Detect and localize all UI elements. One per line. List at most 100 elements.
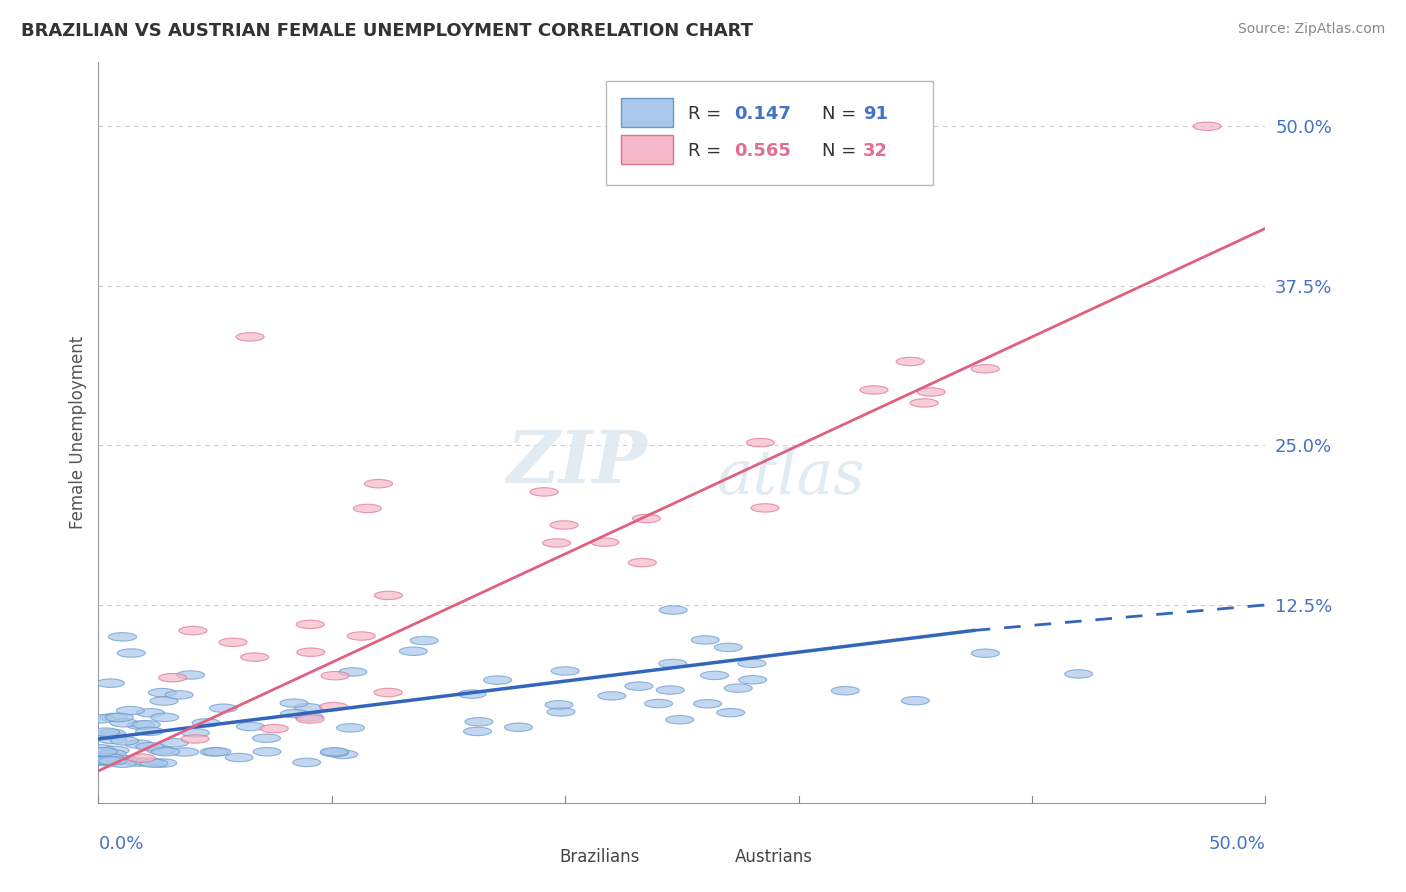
Ellipse shape bbox=[484, 676, 512, 684]
Ellipse shape bbox=[127, 721, 155, 730]
Ellipse shape bbox=[591, 538, 619, 547]
Ellipse shape bbox=[108, 632, 136, 641]
Ellipse shape bbox=[100, 714, 128, 722]
Ellipse shape bbox=[105, 714, 134, 722]
Ellipse shape bbox=[98, 756, 127, 765]
Text: 0.565: 0.565 bbox=[734, 143, 792, 161]
Ellipse shape bbox=[200, 747, 228, 756]
Ellipse shape bbox=[292, 758, 321, 766]
Ellipse shape bbox=[150, 697, 179, 706]
Ellipse shape bbox=[159, 673, 187, 681]
Ellipse shape bbox=[135, 727, 163, 736]
Ellipse shape bbox=[374, 689, 402, 697]
Ellipse shape bbox=[693, 699, 721, 708]
Ellipse shape bbox=[464, 727, 492, 736]
Ellipse shape bbox=[110, 756, 138, 764]
Ellipse shape bbox=[260, 724, 288, 733]
Ellipse shape bbox=[659, 606, 688, 615]
Ellipse shape bbox=[336, 723, 364, 732]
Ellipse shape bbox=[321, 748, 349, 756]
Ellipse shape bbox=[330, 750, 357, 758]
FancyBboxPatch shape bbox=[606, 81, 932, 185]
Ellipse shape bbox=[97, 729, 125, 738]
FancyBboxPatch shape bbox=[692, 846, 725, 870]
Ellipse shape bbox=[321, 672, 349, 680]
Ellipse shape bbox=[91, 728, 120, 736]
Ellipse shape bbox=[149, 689, 176, 697]
Ellipse shape bbox=[319, 702, 347, 711]
Ellipse shape bbox=[87, 714, 115, 723]
Text: atlas: atlas bbox=[717, 447, 866, 507]
Ellipse shape bbox=[281, 709, 309, 718]
Ellipse shape bbox=[659, 659, 686, 668]
Ellipse shape bbox=[117, 706, 145, 714]
Ellipse shape bbox=[110, 719, 138, 727]
Ellipse shape bbox=[179, 626, 207, 635]
Text: 32: 32 bbox=[863, 143, 887, 161]
Ellipse shape bbox=[149, 759, 177, 767]
Ellipse shape bbox=[177, 671, 205, 679]
Ellipse shape bbox=[240, 653, 269, 661]
Ellipse shape bbox=[89, 747, 117, 756]
Ellipse shape bbox=[399, 647, 427, 656]
Ellipse shape bbox=[236, 723, 264, 731]
Ellipse shape bbox=[364, 480, 392, 488]
Ellipse shape bbox=[111, 737, 139, 745]
Text: Brazilians: Brazilians bbox=[560, 848, 640, 866]
Y-axis label: Female Unemployment: Female Unemployment bbox=[69, 336, 87, 529]
Ellipse shape bbox=[624, 681, 652, 690]
Text: R =: R = bbox=[688, 143, 727, 161]
Ellipse shape bbox=[917, 388, 945, 396]
Ellipse shape bbox=[297, 648, 325, 657]
Ellipse shape bbox=[128, 754, 155, 763]
Ellipse shape bbox=[87, 745, 115, 753]
Ellipse shape bbox=[132, 721, 160, 729]
Ellipse shape bbox=[152, 747, 180, 756]
Text: R =: R = bbox=[688, 105, 727, 123]
Ellipse shape bbox=[202, 747, 231, 756]
Text: 50.0%: 50.0% bbox=[1209, 835, 1265, 853]
Text: 0.147: 0.147 bbox=[734, 105, 792, 123]
Ellipse shape bbox=[165, 690, 193, 699]
Ellipse shape bbox=[253, 747, 281, 756]
Ellipse shape bbox=[108, 759, 136, 767]
FancyBboxPatch shape bbox=[516, 846, 550, 870]
Ellipse shape bbox=[353, 504, 381, 513]
Ellipse shape bbox=[297, 620, 325, 629]
Ellipse shape bbox=[972, 365, 1000, 373]
Ellipse shape bbox=[831, 687, 859, 695]
Ellipse shape bbox=[374, 591, 402, 599]
Ellipse shape bbox=[253, 734, 281, 742]
Ellipse shape bbox=[219, 638, 247, 647]
Ellipse shape bbox=[96, 753, 122, 762]
Text: ZIP: ZIP bbox=[506, 426, 647, 498]
Ellipse shape bbox=[339, 668, 367, 676]
Ellipse shape bbox=[910, 399, 938, 407]
Ellipse shape bbox=[628, 558, 657, 566]
Ellipse shape bbox=[738, 659, 766, 667]
Ellipse shape bbox=[136, 708, 165, 717]
Ellipse shape bbox=[117, 648, 145, 657]
Ellipse shape bbox=[139, 759, 167, 767]
Ellipse shape bbox=[1064, 670, 1092, 678]
Ellipse shape bbox=[547, 707, 575, 716]
Ellipse shape bbox=[193, 719, 221, 727]
Ellipse shape bbox=[633, 515, 661, 523]
Ellipse shape bbox=[94, 756, 121, 764]
Ellipse shape bbox=[860, 385, 889, 394]
Ellipse shape bbox=[225, 754, 253, 762]
Ellipse shape bbox=[700, 671, 728, 680]
Text: Austrians: Austrians bbox=[734, 848, 813, 866]
Ellipse shape bbox=[738, 675, 766, 684]
Text: N =: N = bbox=[823, 105, 862, 123]
Ellipse shape bbox=[150, 713, 179, 722]
Ellipse shape bbox=[236, 333, 264, 341]
Ellipse shape bbox=[181, 729, 209, 737]
Ellipse shape bbox=[98, 735, 127, 744]
Ellipse shape bbox=[160, 739, 188, 747]
Ellipse shape bbox=[148, 746, 176, 755]
Ellipse shape bbox=[170, 747, 198, 756]
Ellipse shape bbox=[96, 679, 124, 688]
Ellipse shape bbox=[530, 488, 558, 496]
Ellipse shape bbox=[747, 438, 775, 447]
